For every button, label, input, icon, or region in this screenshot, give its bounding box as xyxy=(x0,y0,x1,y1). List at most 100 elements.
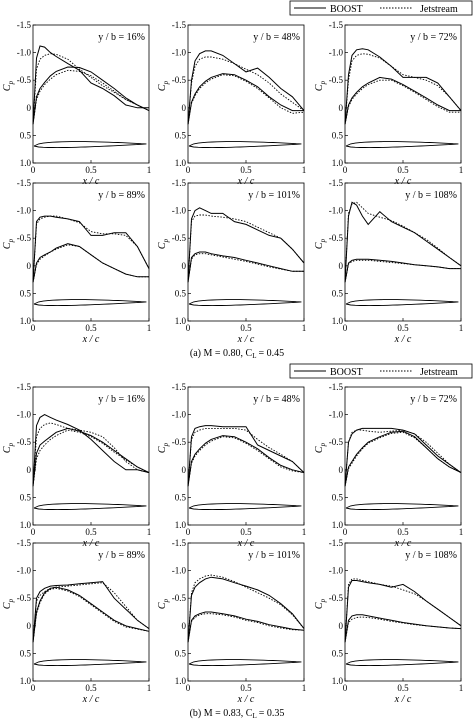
y-tick-label: 0 xyxy=(182,621,187,631)
x-tick-label: 0.5 xyxy=(240,527,252,537)
airfoil-section xyxy=(345,659,459,667)
series-boost-upper xyxy=(187,576,305,643)
series-jetstream-lower xyxy=(32,244,149,283)
x-tick-label: 0 xyxy=(31,683,36,693)
y-axis-label: Cp xyxy=(314,80,327,91)
y-tick-label: -1.0 xyxy=(329,566,344,576)
y-tick-label: -1.5 xyxy=(17,382,32,392)
series-boost-lower xyxy=(187,435,305,487)
x-axis-label: x / c xyxy=(237,694,255,705)
y-tick-label: 1.0 xyxy=(20,316,32,326)
x-tick-label: 1 xyxy=(147,683,152,693)
y-tick-label: 1.0 xyxy=(20,676,32,686)
legend-b-boost-label: BOOST xyxy=(330,367,363,378)
x-tick-label: 0.5 xyxy=(397,683,409,693)
y-axis-label: Cp xyxy=(314,598,327,609)
caption-a: (a) M = 0.80, CL = 0.45 xyxy=(190,348,284,360)
legend-a: BOOST Jetstream xyxy=(289,0,473,16)
x-tick-label: 1 xyxy=(147,323,152,333)
y-axis-label: Cp xyxy=(157,80,170,91)
y-axis-label: Cp xyxy=(157,598,170,609)
caption-a-sub: L xyxy=(252,352,256,360)
y-tick-label: -1.5 xyxy=(172,20,187,30)
x-tick-label: 0.5 xyxy=(85,527,97,537)
y-tick-label: -1.5 xyxy=(329,178,344,188)
x-axis-label: x / c xyxy=(237,334,255,345)
series-boost-upper xyxy=(32,414,150,487)
caption-a-main: (a) M = 0.80, C xyxy=(190,348,253,359)
y-tick-label: -0.5 xyxy=(172,75,187,85)
y-axis-label: Cp xyxy=(2,238,15,249)
y-axis-label-sub: p xyxy=(319,80,327,85)
y-axis-label-sub: p xyxy=(319,598,327,603)
x-tick-label: 1 xyxy=(459,683,464,693)
y-tick-label: -1.0 xyxy=(172,48,187,58)
y-tick-label: 0.5 xyxy=(175,492,187,502)
legend-b: BOOST Jetstream xyxy=(289,363,473,379)
y-tick-label: -1.5 xyxy=(172,178,187,188)
x-tick-label: 0.5 xyxy=(240,165,252,175)
x-tick-label: 0 xyxy=(343,165,348,175)
x-axis-label: x / c xyxy=(394,538,412,549)
x-axis-label: x / c xyxy=(237,538,255,549)
y-tick-label: -1.0 xyxy=(329,410,344,420)
x-axis-label: x / c xyxy=(394,694,412,705)
y-tick-label: -0.5 xyxy=(17,437,32,447)
panel-title: y / b = 89% xyxy=(98,550,145,561)
series-jetstream-lower xyxy=(187,253,304,283)
y-axis-label: Cp xyxy=(2,442,15,453)
y-tick-label: -0.5 xyxy=(17,75,32,85)
y-tick-label: 0 xyxy=(339,103,344,113)
y-axis-label-sub: p xyxy=(162,80,170,85)
x-tick-label: 1 xyxy=(147,165,152,175)
x-tick-label: 1 xyxy=(459,165,464,175)
x-tick-label: 0.5 xyxy=(397,165,409,175)
y-tick-label: -1.5 xyxy=(329,20,344,30)
panel-title: y / b = 101% xyxy=(248,550,300,561)
y-tick-label: -1.0 xyxy=(17,410,32,420)
airfoil-section xyxy=(188,503,302,511)
series-boost-upper xyxy=(32,581,150,643)
y-tick-label: -1.0 xyxy=(172,206,187,216)
x-tick-label: 0 xyxy=(186,323,191,333)
y-axis-label-sub: p xyxy=(319,442,327,447)
y-tick-label: 0 xyxy=(339,621,344,631)
y-tick-label: -0.5 xyxy=(17,593,32,603)
x-tick-label: 0 xyxy=(31,527,36,537)
y-tick-label: 0 xyxy=(27,465,32,475)
y-tick-label: -1.0 xyxy=(172,410,187,420)
series-jetstream-lower xyxy=(187,74,305,125)
x-tick-label: 0.5 xyxy=(397,527,409,537)
x-tick-label: 1 xyxy=(459,323,464,333)
airfoil-section xyxy=(33,299,147,307)
panel-title: y / b = 101% xyxy=(248,190,300,201)
y-tick-label: 1.0 xyxy=(332,520,344,530)
y-tick-label: 0.5 xyxy=(175,130,187,140)
x-axis-label: x / c xyxy=(237,176,255,187)
series-boost-upper xyxy=(344,201,462,283)
x-tick-label: 0 xyxy=(186,527,191,537)
panel-title: y / b = 89% xyxy=(98,190,145,201)
y-axis-label-sub: p xyxy=(162,238,170,243)
x-tick-label: 0 xyxy=(343,323,348,333)
x-tick-label: 0.5 xyxy=(240,683,252,693)
series-boost-upper xyxy=(32,215,150,283)
panel-title: y / b = 72% xyxy=(410,32,457,43)
panel-title: y / b = 108% xyxy=(405,190,457,201)
series-jetstream-upper xyxy=(32,582,150,643)
y-tick-label: 0.5 xyxy=(20,288,32,298)
y-tick-label: 0.5 xyxy=(332,492,344,502)
series-jetstream-upper xyxy=(344,53,462,125)
x-tick-label: 1 xyxy=(459,527,464,537)
y-tick-label: 1.0 xyxy=(20,158,32,168)
panel-title: y / b = 48% xyxy=(253,32,300,43)
caption-b-main: (b) M = 0.83, C xyxy=(190,708,253,719)
x-tick-label: 0 xyxy=(343,683,348,693)
series-jetstream-lower xyxy=(187,613,305,643)
y-axis-label: Cp xyxy=(2,80,15,91)
